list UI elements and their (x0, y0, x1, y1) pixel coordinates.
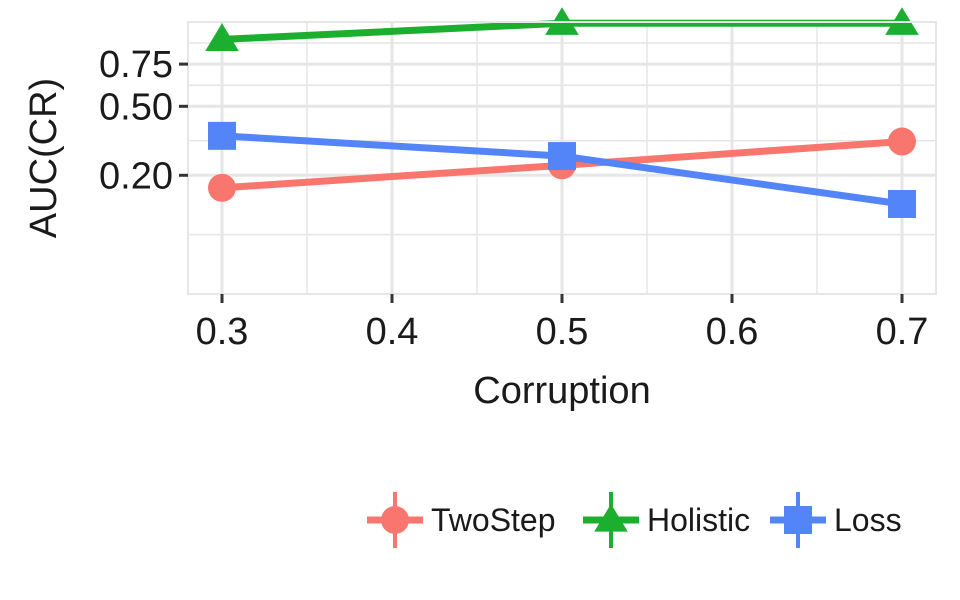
legend-key-marker (594, 503, 628, 532)
data-point-holistic (205, 23, 239, 51)
legend-item-twostep: TwoStep (367, 492, 556, 548)
x-tick-label: 0.5 (536, 311, 589, 353)
legend-item-holistic: Holistic (583, 492, 750, 548)
legend-key-marker (381, 506, 409, 534)
y-tick-label: 0.20 (99, 155, 173, 197)
data-point-twostep (888, 127, 916, 156)
x-tick-label: 0.3 (196, 311, 249, 353)
y-axis-title: AUC(CR) (23, 78, 65, 238)
legend-label: TwoStep (431, 502, 556, 538)
data-point-loss (888, 189, 916, 218)
legend-label: Holistic (647, 502, 750, 538)
data-point-loss (208, 121, 236, 150)
data-point-loss (548, 142, 576, 171)
legend-key-marker (784, 506, 812, 534)
x-tick-label: 0.4 (366, 311, 419, 353)
x-tick-label: 0.6 (706, 311, 759, 353)
legend-label: Loss (834, 502, 902, 538)
x-tick-label: 0.7 (876, 311, 929, 353)
data-point-twostep (208, 173, 236, 202)
legend: TwoStep Holistic Loss (367, 492, 902, 548)
axes: 0.3 0.4 0.5 0.6 0.7 0.20 0.500.75 (99, 44, 928, 353)
series-loss (208, 121, 916, 218)
x-axis-title: Corruption (473, 370, 650, 412)
y-tick-label: 0.50 (99, 86, 173, 128)
series-layer (205, 7, 919, 218)
y-tick-label: 0.75 (99, 44, 173, 86)
legend-item-loss: Loss (770, 492, 902, 548)
